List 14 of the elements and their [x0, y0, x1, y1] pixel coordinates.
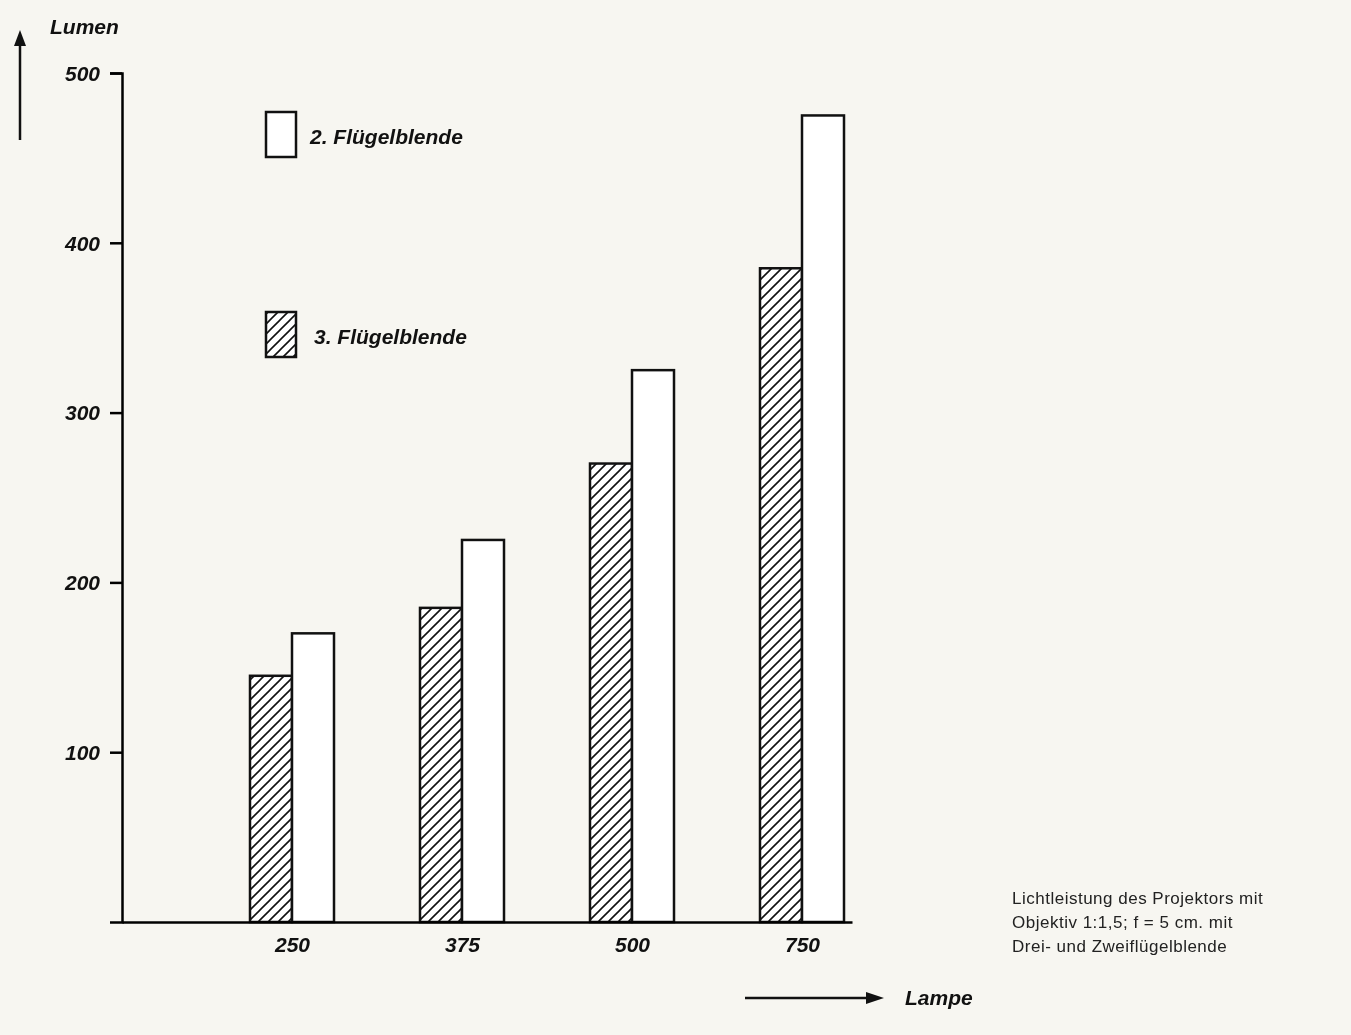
legend-label: 3. Flügelblende: [314, 325, 468, 348]
legend-label: 2. Flügelblende: [309, 125, 464, 148]
x-tick-label: 375: [444, 933, 481, 957]
x-tick-label: 250: [273, 933, 311, 957]
y-axis-title: Lumen: [50, 15, 119, 38]
y-tick-label: 100: [64, 741, 101, 765]
y-tick-label: 500: [64, 61, 101, 85]
text: Lichtleistung des Projektors mit Objektiv 1:1,5; f = 5 cm. mit Drei- und Zweiflügelblende: [1012, 889, 1264, 956]
x-axis-title: Lampe: [905, 986, 974, 1009]
y-tick-label: 300: [64, 401, 101, 425]
x-tick-label: 500: [614, 933, 651, 957]
y-tick-label: 400: [63, 231, 101, 255]
y-tick-label: 200: [63, 571, 101, 595]
x-tick-label: 750: [784, 933, 821, 957]
